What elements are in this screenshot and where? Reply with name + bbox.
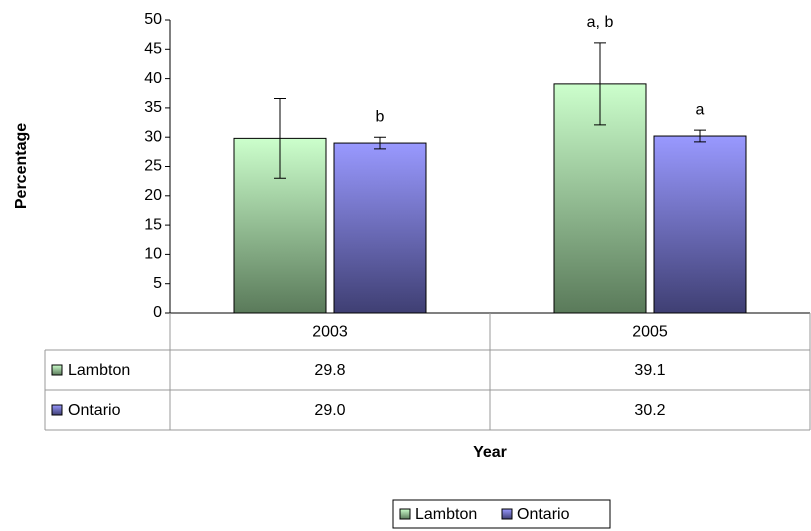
y-tick-label: 15	[144, 216, 162, 233]
legend-label: Ontario	[517, 506, 570, 523]
y-tick-label: 45	[144, 41, 162, 58]
y-axis-label: Percentage	[13, 123, 30, 209]
error-bar	[694, 129, 706, 143]
bar	[333, 142, 427, 314]
legend-swatch	[51, 404, 63, 416]
y-tick-label: 35	[144, 99, 162, 116]
y-tick-label: 40	[144, 70, 162, 87]
table-cell: 29.0	[314, 402, 345, 419]
x-tick-label: 2005	[632, 324, 668, 341]
y-tick-label: 5	[153, 275, 162, 292]
x-axis-label: Year	[473, 444, 507, 461]
error-bar	[594, 42, 606, 126]
annotation: a	[696, 101, 705, 118]
table-row-label: Lambton	[68, 362, 130, 379]
error-bar	[274, 98, 286, 179]
y-tick-label: 20	[144, 187, 162, 204]
table-cell: 39.1	[634, 362, 665, 379]
y-tick-label: 10	[144, 246, 162, 263]
y-tick-label: 0	[153, 304, 162, 321]
legend-label: Lambton	[415, 506, 477, 523]
legend-swatch	[501, 508, 513, 520]
y-tick-label: 25	[144, 158, 162, 175]
table-cell: 30.2	[634, 402, 665, 419]
bar	[653, 135, 747, 314]
y-tick-label: 50	[144, 11, 162, 28]
annotation: a, b	[587, 14, 614, 31]
error-bar	[374, 136, 386, 150]
legend-swatch	[399, 508, 411, 520]
table-cell: 29.8	[314, 362, 345, 379]
y-tick-label: 30	[144, 128, 162, 145]
x-tick-label: 2003	[312, 324, 348, 341]
annotation: b	[376, 108, 385, 125]
table-row-label: Ontario	[68, 402, 121, 419]
legend-swatch	[51, 364, 63, 376]
